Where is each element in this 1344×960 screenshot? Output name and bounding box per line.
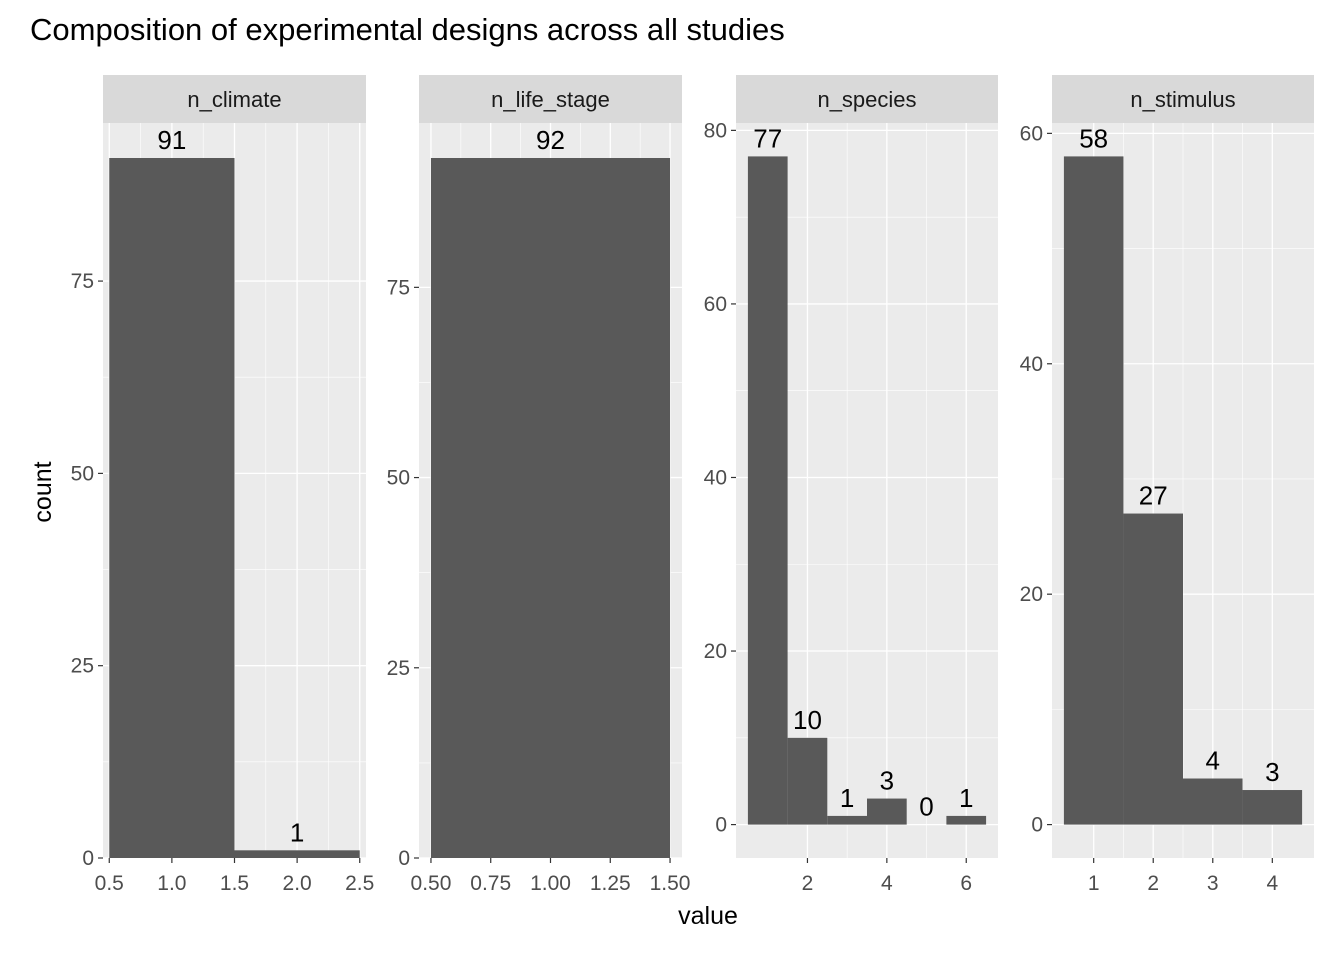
bar-count-label: 3: [880, 766, 894, 796]
histogram-bar: [234, 850, 360, 858]
y-tick-label: 0: [398, 847, 410, 870]
y-tick-label: 75: [71, 270, 94, 293]
y-tick-label: 25: [71, 655, 94, 678]
x-tick-label: 1.50: [650, 872, 691, 895]
y-tick-label: 0: [1031, 814, 1043, 837]
y-tick-label: 20: [704, 640, 727, 663]
x-tick-label: 1: [1088, 872, 1100, 895]
y-tick-label: 0: [715, 814, 727, 837]
histogram-bar: [430, 158, 671, 858]
x-tick-label: 3: [1207, 872, 1219, 895]
facet-strip-label: n_species: [817, 87, 916, 112]
y-tick-label: 60: [704, 293, 727, 316]
y-tick-label: 50: [387, 467, 410, 490]
histogram-bar: [1242, 790, 1303, 825]
histogram-bar: [867, 798, 907, 825]
x-tick-label: 0.75: [470, 872, 511, 895]
histogram-bar: [1063, 156, 1124, 825]
chart-title: Composition of experimental designs acro…: [30, 12, 785, 47]
facet-n-life-stage: n_life_stage 92 0 25 50 75 0.50 0.75 1.00 1.25 1.5…: [387, 75, 691, 895]
bar-count-label: 92: [536, 125, 565, 155]
x-tick-label: 2: [1147, 872, 1159, 895]
y-tick-label: 0: [82, 847, 94, 870]
facet-n-stimulus: n_stimulus 58 27 4 3 0 20 40 60 1 2 3 4: [1020, 75, 1314, 895]
y-tick-label: 50: [71, 462, 94, 485]
facet-strip-label: n_life_stage: [491, 87, 610, 112]
bar-count-label: 1: [290, 817, 304, 847]
histogram-bar: [1183, 778, 1243, 825]
x-axis-title: value: [678, 902, 738, 930]
bar-count-label: 77: [753, 123, 782, 153]
y-tick-label: 40: [1020, 353, 1043, 376]
facet-strip-label: n_climate: [187, 87, 281, 112]
x-tick-label: 1.25: [590, 872, 631, 895]
y-axis-title: count: [29, 461, 57, 522]
x-tick-label: 2.5: [345, 872, 374, 895]
bar-count-label: 3: [1265, 757, 1279, 787]
x-tick-label: 2: [802, 872, 814, 895]
x-tick-label: 1.5: [220, 872, 249, 895]
x-tick-label: 6: [960, 872, 972, 895]
bar-count-label: 1: [840, 783, 854, 813]
x-tick-label: 4: [881, 872, 893, 895]
histogram-bar: [109, 158, 235, 858]
facet-strip: [419, 75, 682, 123]
x-tick-label: 0.50: [411, 872, 452, 895]
bar-count-label: 10: [793, 705, 822, 735]
histogram-bar: [1123, 513, 1183, 825]
y-tick-label: 40: [704, 466, 727, 489]
histogram-bar: [787, 737, 828, 825]
bar-count-label: 27: [1139, 481, 1168, 511]
y-tick-label: 25: [387, 657, 410, 680]
facet-strip: [736, 75, 998, 123]
facet-strip-label: n_stimulus: [1130, 87, 1235, 112]
bar-count-label: 91: [157, 125, 186, 155]
y-tick-label: 60: [1020, 122, 1043, 145]
y-tick-label: 75: [387, 276, 410, 299]
facet-strip: [1052, 75, 1314, 123]
x-tick-label: 2.0: [283, 872, 312, 895]
bar-count-label: 0: [919, 792, 933, 822]
x-tick-label: 1.00: [530, 872, 571, 895]
histogram-bar: [747, 156, 788, 825]
histogram-bar: [946, 815, 987, 825]
x-tick-label: 4: [1266, 872, 1278, 895]
x-tick-label: 0.5: [95, 872, 124, 895]
x-tick-label: 1.0: [157, 872, 186, 895]
bar-count-label: 1: [959, 783, 973, 813]
bar-count-label: 58: [1079, 123, 1108, 153]
y-tick-label: 80: [704, 119, 727, 142]
y-tick-label: 20: [1020, 583, 1043, 606]
histogram-bar: [827, 815, 867, 825]
bar-count-label: 4: [1206, 746, 1220, 776]
facet-strip: [103, 75, 366, 123]
